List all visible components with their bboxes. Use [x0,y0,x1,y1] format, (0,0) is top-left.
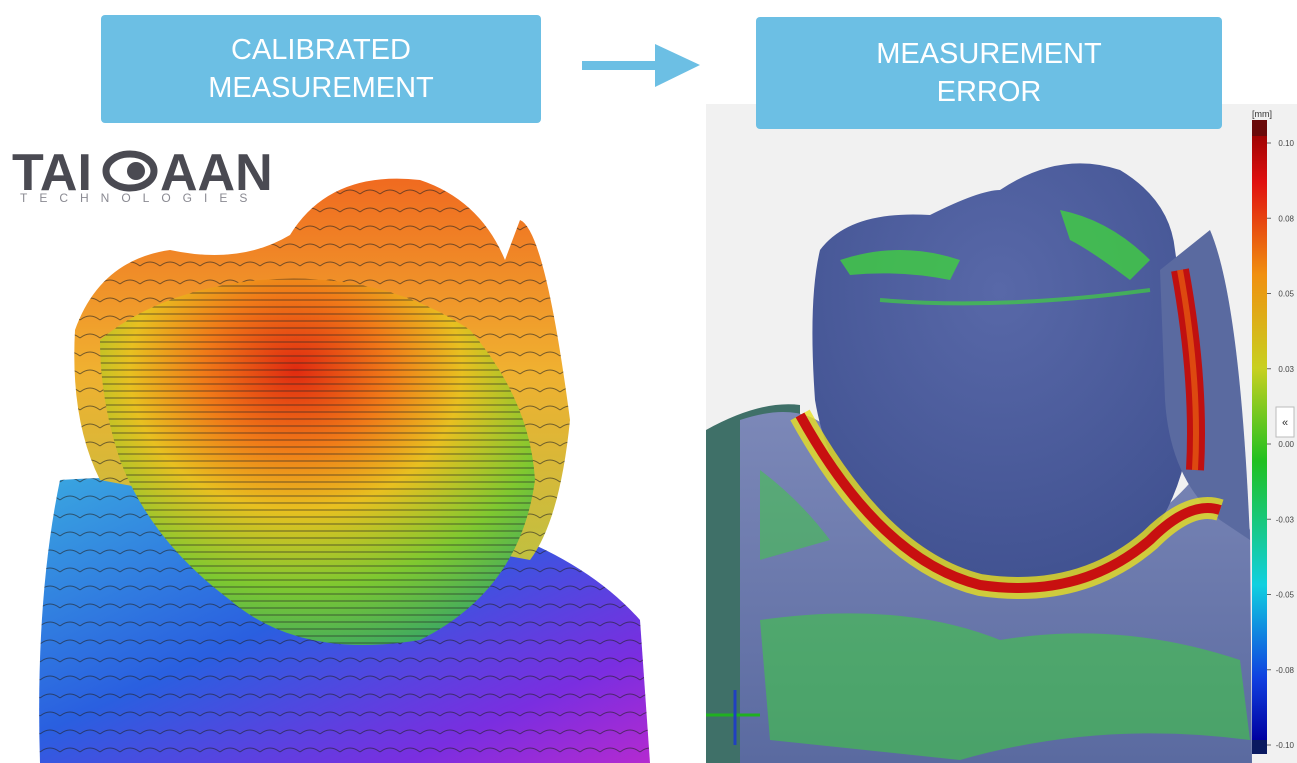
logo-eye [102,150,158,192]
colorbar-tick-label: 0.03 [1278,365,1294,374]
left-label-line: CALIBRATED [231,34,411,66]
arrow [582,44,700,87]
colorbar-tick-label: 0.08 [1278,214,1294,223]
colorbar-unit: [mm] [1252,109,1272,119]
colorbar-tick-label: -0.03 [1276,515,1295,524]
logo-pupil [127,162,145,180]
collapse-button[interactable] [1275,406,1295,438]
colorbar-ticks: 0.10 0.08 0.05 0.03 0.00 -0.03 -0.05 -0.08 -0.10 [1267,139,1295,750]
colorbar-tick-label: 0.05 [1278,290,1294,299]
logo-name-end: AAN [160,144,273,202]
colorbar [1252,120,1267,740]
calibrated-render [39,178,650,763]
colorbar-tick-label: -0.08 [1276,666,1295,675]
colorbar-tick-label: -0.10 [1276,741,1295,750]
left-label-line: MEASUREMENT [208,72,434,104]
collapse-button-label[interactable]: « [1282,417,1288,429]
error-render: [mm] 0.10 0.08 0.05 0.03 0.00 -0.03 -0.05 -0.08… [706,104,1297,763]
colorbar-tick-label: 0.10 [1278,139,1294,148]
left-label: CALIBRATED MEASUREMENT [101,15,541,123]
colorbar-tick-label: 0.00 [1278,440,1294,449]
colorbar-tick-label: -0.05 [1276,591,1295,600]
logo-tagline: TECHNOLOGIES [20,191,259,205]
right-label: MEASUREMENT ERROR [756,17,1222,129]
logo: TAI AAN TECHNOLOGIES [12,144,273,205]
right-label-line: ERROR [936,76,1042,108]
right-label-line: MEASUREMENT [876,38,1102,70]
logo-name-start: TAI [12,144,92,202]
